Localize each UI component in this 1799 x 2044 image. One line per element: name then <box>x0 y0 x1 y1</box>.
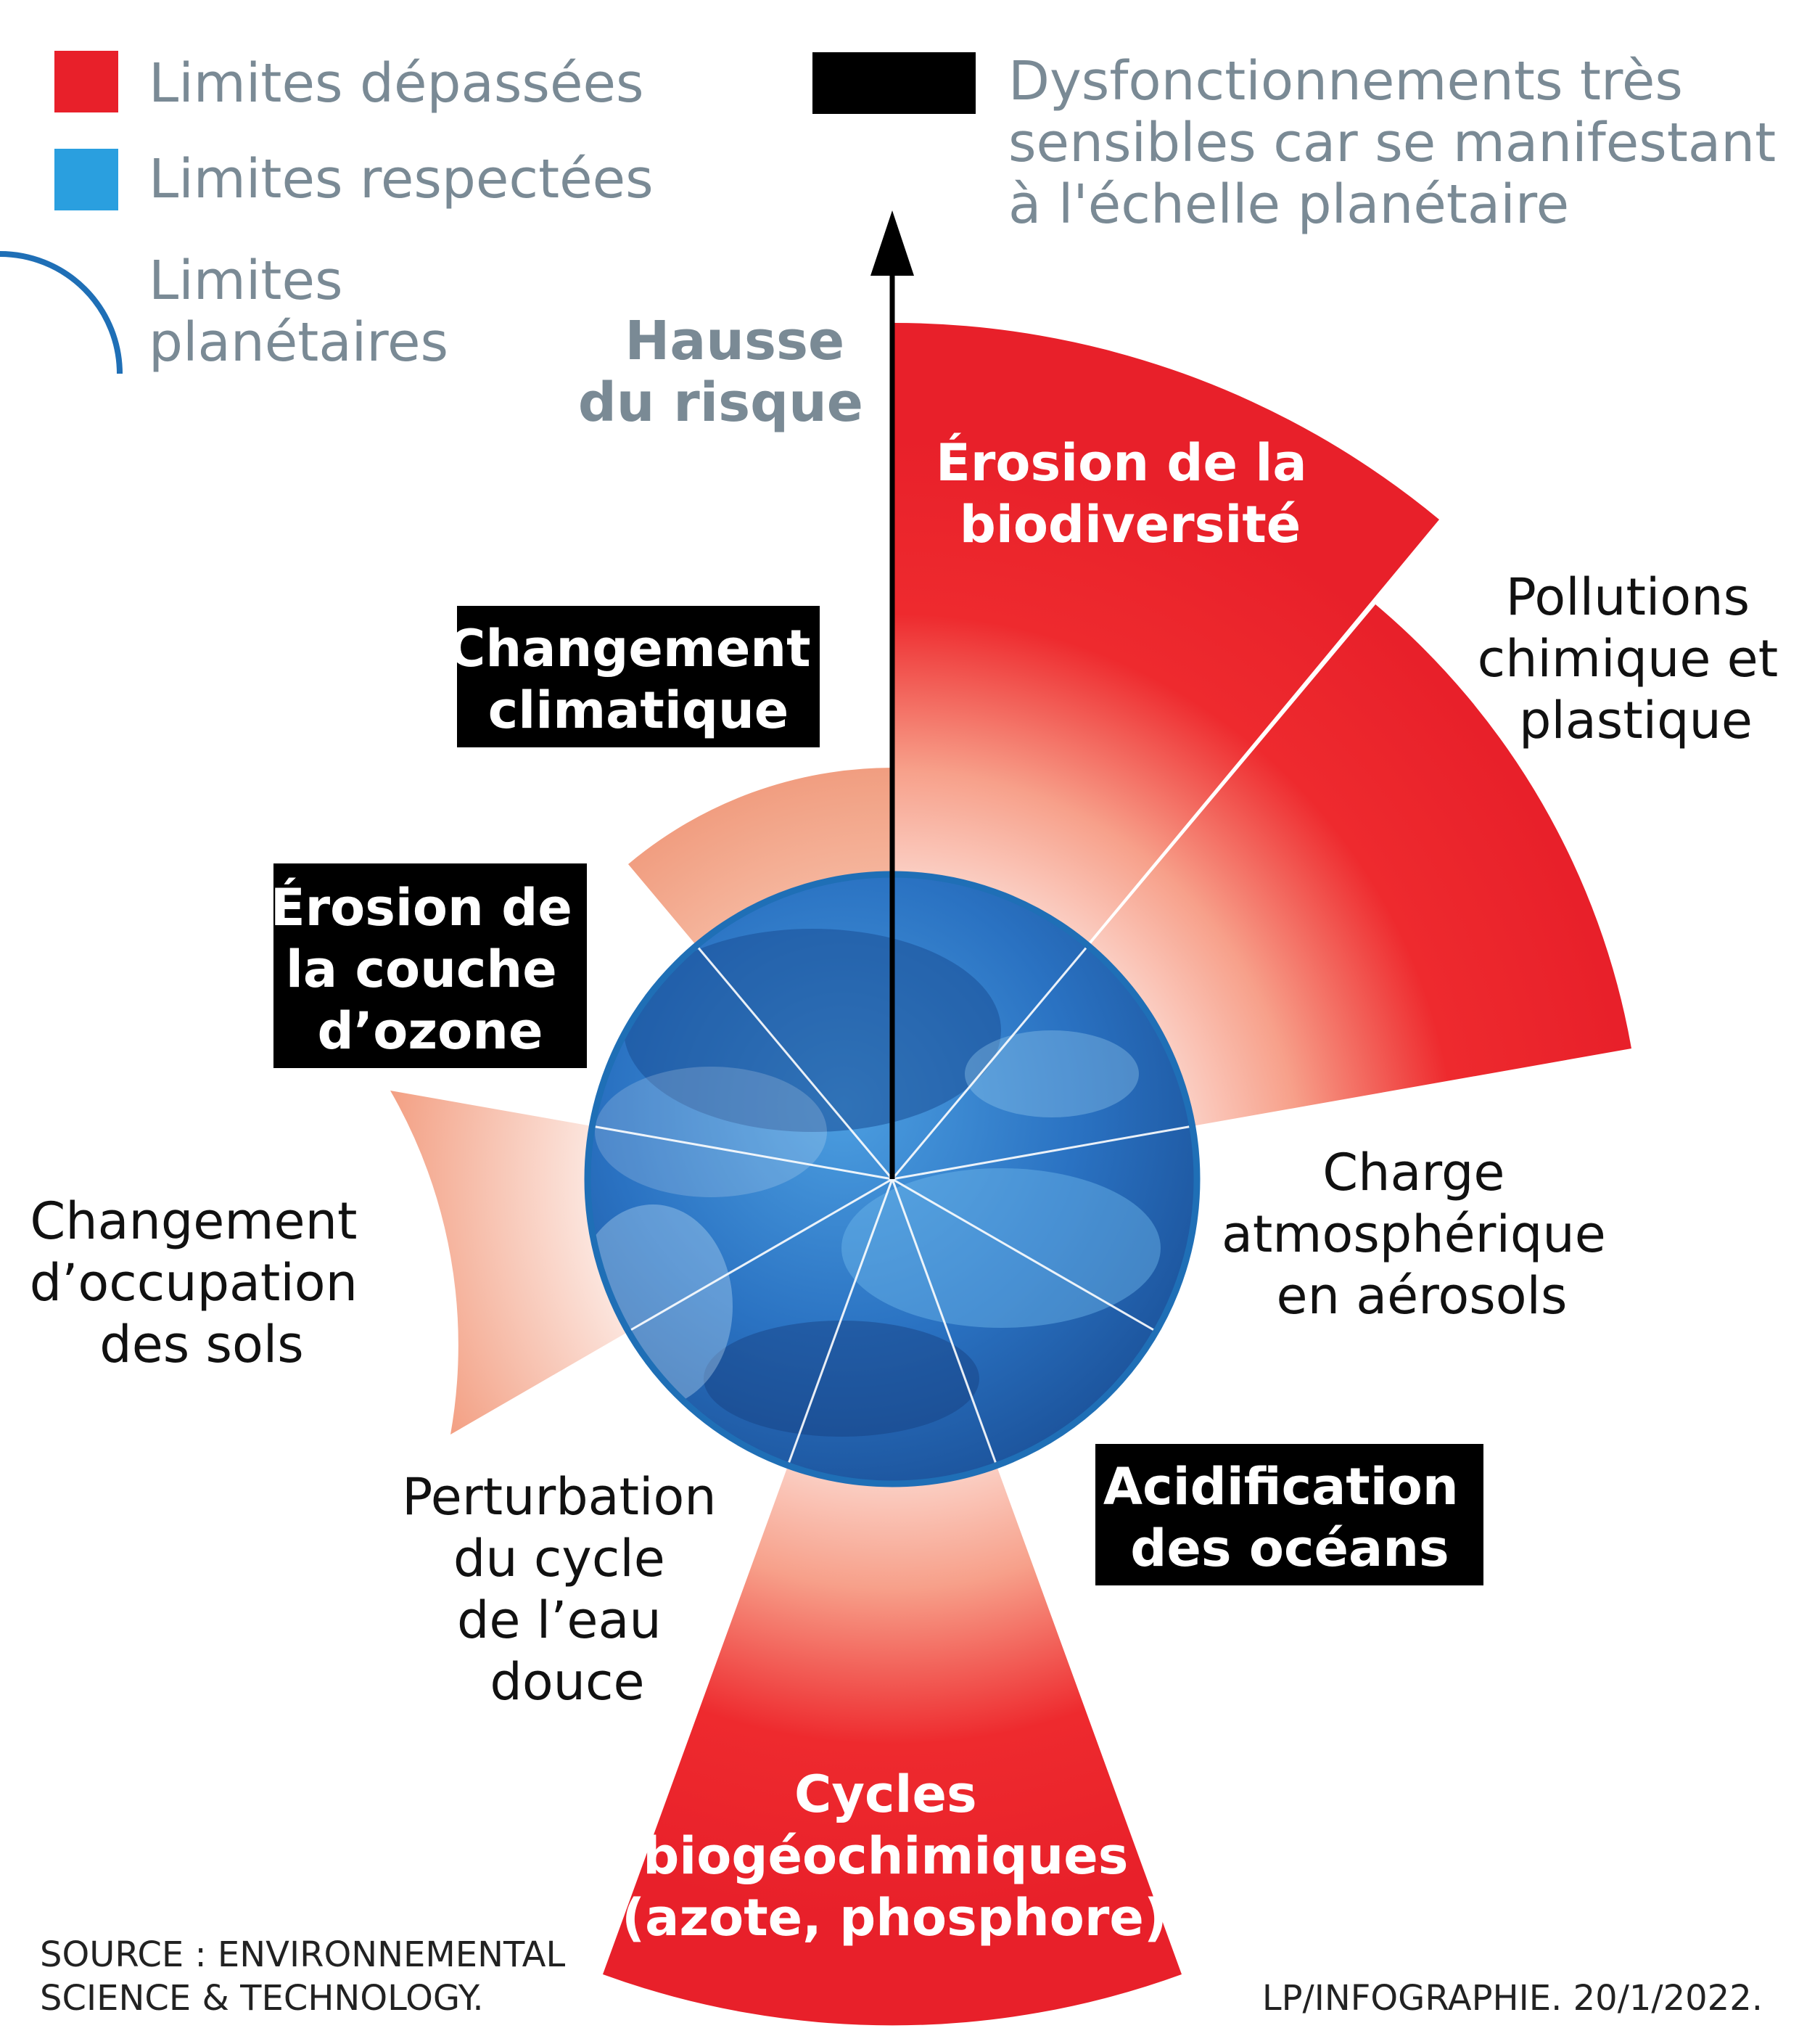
label-land-use: Changement d’occupation des sols <box>30 1191 374 1374</box>
legend-planetary-label: Limites planétaires <box>149 250 448 374</box>
label-ozone: Érosion de la couche d’ozone <box>271 878 590 1061</box>
risk-axis-label: Hausse du risque <box>578 310 863 434</box>
risk-axis-arrowhead-icon <box>870 210 914 276</box>
legend-exceeded-label: Limites dépassées <box>149 52 644 115</box>
label-aerosols: Charge atmosphérique en aérosols <box>1222 1143 1622 1326</box>
globe-texture <box>588 874 1193 1466</box>
legend-severe-label: Dysfonctionnements très sensibles car se… <box>1008 50 1793 236</box>
legend-exceeded-swatch <box>54 51 118 112</box>
legend-respected-label: Limites respectées <box>149 148 654 210</box>
globe-sector-dividers <box>591 874 1193 1466</box>
infographic-credit: LP/INFOGRAPHIE. 20/1/2022. <box>1262 1978 1763 2019</box>
legend-severe-swatch <box>812 52 976 114</box>
earth-globe <box>584 871 1201 1487</box>
source-credit: SOURCE : ENVIRONNEMENTAL SCIENCE & TECHN… <box>40 1934 576 2019</box>
sector-biogeochemical <box>603 1179 1182 2026</box>
label-pollution: Pollutions chimique et plastique <box>1478 567 1795 750</box>
label-freshwater: Perturbation du cycle de l’eau douce <box>402 1467 733 1712</box>
label-ocean-acidification: Acidification des océans <box>1103 1457 1476 1578</box>
ocean-label-box <box>1095 1444 1483 1585</box>
legend-respected-swatch <box>54 149 118 210</box>
ozone-label-box <box>273 863 587 1068</box>
climate-label-box <box>457 606 820 747</box>
label-biogeochemical: Cycles biogéochimiques (azote, phosphore… <box>622 1765 1167 1947</box>
legend-planetary-arc-icon <box>0 251 123 374</box>
label-climate-change: Changement climatique <box>448 619 828 740</box>
label-biodiversity: Érosion de la biodiversité <box>936 433 1325 554</box>
